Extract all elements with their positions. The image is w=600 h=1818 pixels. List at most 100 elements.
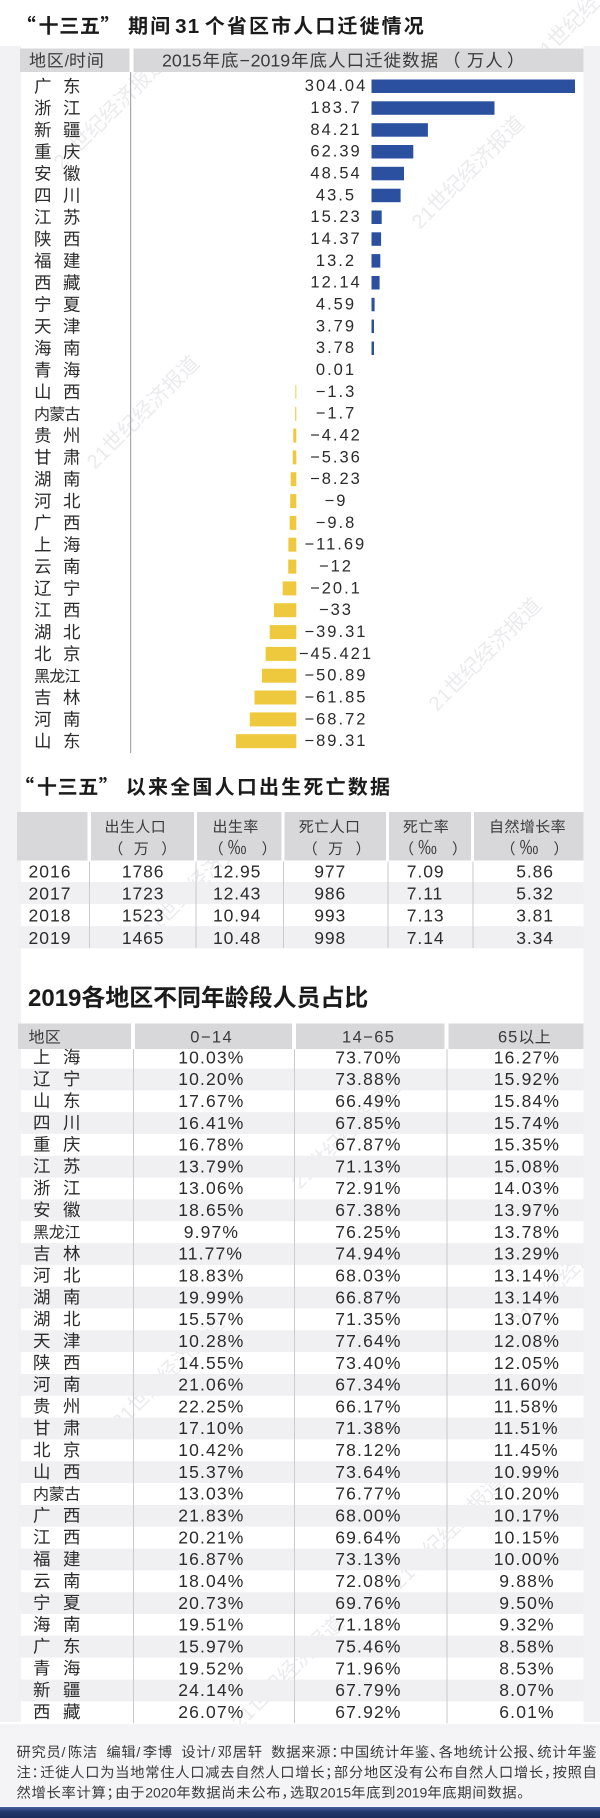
svg-text:10.99%: 10.99% (494, 1462, 560, 1482)
svg-text:12.08%: 12.08% (494, 1331, 560, 1351)
svg-text:2015: 2015 (162, 51, 202, 71)
svg-text:−33: −33 (319, 601, 353, 619)
svg-text:19.51%: 19.51% (178, 1615, 244, 1635)
svg-text:1523: 1523 (122, 906, 165, 926)
svg-text:−12: −12 (319, 558, 353, 576)
svg-text:5.86: 5.86 (516, 861, 554, 881)
svg-text:13.78%: 13.78% (494, 1222, 560, 1242)
svg-text:11.77%: 11.77% (178, 1244, 243, 1264)
svg-text:67.79%: 67.79% (335, 1680, 401, 1700)
svg-text:10.28%: 10.28% (178, 1331, 244, 1351)
svg-text:66.49%: 66.49% (335, 1091, 401, 1111)
svg-text:68.00%: 68.00% (335, 1506, 401, 1526)
svg-text:−11.69: −11.69 (305, 536, 367, 554)
svg-text:−1.7: −1.7 (316, 405, 357, 423)
svg-text:2019: 2019 (28, 985, 81, 1012)
svg-text:10.20%: 10.20% (494, 1484, 560, 1504)
svg-text:15.74%: 15.74% (494, 1113, 560, 1133)
svg-text:68.03%: 68.03% (335, 1266, 401, 1286)
svg-text:0−14: 0−14 (190, 1029, 233, 1047)
svg-text:13.79%: 13.79% (178, 1156, 244, 1176)
svg-text:3.81: 3.81 (516, 906, 554, 926)
svg-text:71.96%: 71.96% (335, 1658, 401, 1678)
svg-text:/: / (136, 1744, 140, 1760)
svg-text:15.57%: 15.57% (178, 1309, 244, 1329)
svg-text:2016: 2016 (29, 861, 72, 881)
svg-text:2019: 2019 (396, 1785, 427, 1801)
svg-text:1786: 1786 (122, 861, 165, 881)
svg-text:15.08%: 15.08% (494, 1156, 560, 1176)
svg-text:11.58%: 11.58% (494, 1396, 559, 1416)
svg-text:10.94: 10.94 (213, 906, 261, 926)
svg-text:4.59: 4.59 (316, 296, 356, 314)
svg-text:17.67%: 17.67% (178, 1091, 244, 1111)
svg-text:18.04%: 18.04% (178, 1571, 244, 1591)
svg-text:1723: 1723 (122, 884, 165, 904)
svg-text:8.53%: 8.53% (499, 1658, 554, 1678)
svg-text:73.88%: 73.88% (335, 1069, 401, 1089)
svg-text:20.73%: 20.73% (178, 1593, 244, 1613)
svg-text:11.45%: 11.45% (494, 1440, 559, 1460)
svg-text:−9: −9 (325, 492, 348, 510)
svg-text:78.12%: 78.12% (335, 1440, 401, 1460)
svg-text:1465: 1465 (122, 928, 165, 948)
svg-text:76.77%: 76.77% (335, 1484, 401, 1504)
svg-text:73.64%: 73.64% (335, 1462, 401, 1482)
svg-text:20.21%: 20.21% (178, 1527, 244, 1547)
svg-text:62.39: 62.39 (310, 143, 361, 161)
svg-text:77.64%: 77.64% (335, 1331, 401, 1351)
svg-text:/: / (65, 54, 70, 71)
svg-text:2019: 2019 (29, 928, 72, 948)
svg-text:/: / (211, 1744, 215, 1760)
svg-text:10.00%: 10.00% (494, 1549, 560, 1569)
svg-text:10.15%: 10.15% (494, 1527, 560, 1547)
svg-text:15.23: 15.23 (310, 208, 361, 226)
svg-text:75.46%: 75.46% (335, 1636, 401, 1656)
svg-text:16.78%: 16.78% (178, 1135, 244, 1155)
svg-text:19.99%: 19.99% (178, 1287, 244, 1307)
svg-text:7.09: 7.09 (407, 861, 445, 881)
svg-text:72.91%: 72.91% (335, 1178, 401, 1198)
svg-text:15.84%: 15.84% (494, 1091, 560, 1111)
svg-text:15.97%: 15.97% (178, 1636, 244, 1656)
svg-text:10.20%: 10.20% (178, 1069, 244, 1089)
svg-text:9.32%: 9.32% (499, 1615, 554, 1635)
svg-text:71.35%: 71.35% (335, 1309, 401, 1329)
svg-text:2015: 2015 (320, 1785, 351, 1801)
svg-text:73.70%: 73.70% (335, 1047, 401, 1067)
svg-text:−8.23: −8.23 (310, 470, 362, 488)
svg-text:73.40%: 73.40% (335, 1353, 401, 1373)
svg-text:14.55%: 14.55% (178, 1353, 244, 1373)
svg-text:−68.72: −68.72 (305, 710, 368, 728)
svg-text:11.60%: 11.60% (494, 1375, 559, 1395)
svg-text:−39.31: −39.31 (305, 623, 368, 641)
svg-text:−4.42: −4.42 (310, 427, 362, 445)
svg-text:993: 993 (314, 906, 346, 926)
svg-text:10.42%: 10.42% (178, 1440, 244, 1460)
svg-text:7.14: 7.14 (407, 928, 445, 948)
svg-text:16.87%: 16.87% (178, 1549, 244, 1569)
svg-text:69.76%: 69.76% (335, 1593, 401, 1613)
svg-text:5.32: 5.32 (516, 884, 554, 904)
svg-text:−5.36: −5.36 (310, 448, 362, 466)
svg-text:−89.31: −89.31 (305, 732, 368, 750)
svg-text:67.87%: 67.87% (335, 1135, 401, 1155)
svg-text:67.92%: 67.92% (335, 1702, 401, 1722)
svg-text:8.58%: 8.58% (499, 1636, 554, 1656)
svg-text:17.10%: 17.10% (178, 1418, 244, 1438)
svg-text:−20.1: −20.1 (310, 579, 362, 597)
svg-text:0.01: 0.01 (316, 361, 356, 379)
svg-text:2020: 2020 (145, 1785, 176, 1801)
svg-text:11.51%: 11.51% (494, 1418, 559, 1438)
svg-text:71.18%: 71.18% (335, 1615, 401, 1635)
svg-text:12.05%: 12.05% (494, 1353, 560, 1373)
svg-text:12.43: 12.43 (213, 884, 261, 904)
svg-text:67.34%: 67.34% (335, 1375, 401, 1395)
svg-text:13.97%: 13.97% (494, 1200, 560, 1220)
svg-text:66.87%: 66.87% (335, 1287, 401, 1307)
svg-text:/: / (62, 1744, 66, 1760)
svg-text:986: 986 (314, 884, 346, 904)
svg-text:3.34: 3.34 (516, 928, 554, 948)
svg-text:24.14%: 24.14% (178, 1680, 244, 1700)
svg-text:69.64%: 69.64% (335, 1527, 401, 1547)
